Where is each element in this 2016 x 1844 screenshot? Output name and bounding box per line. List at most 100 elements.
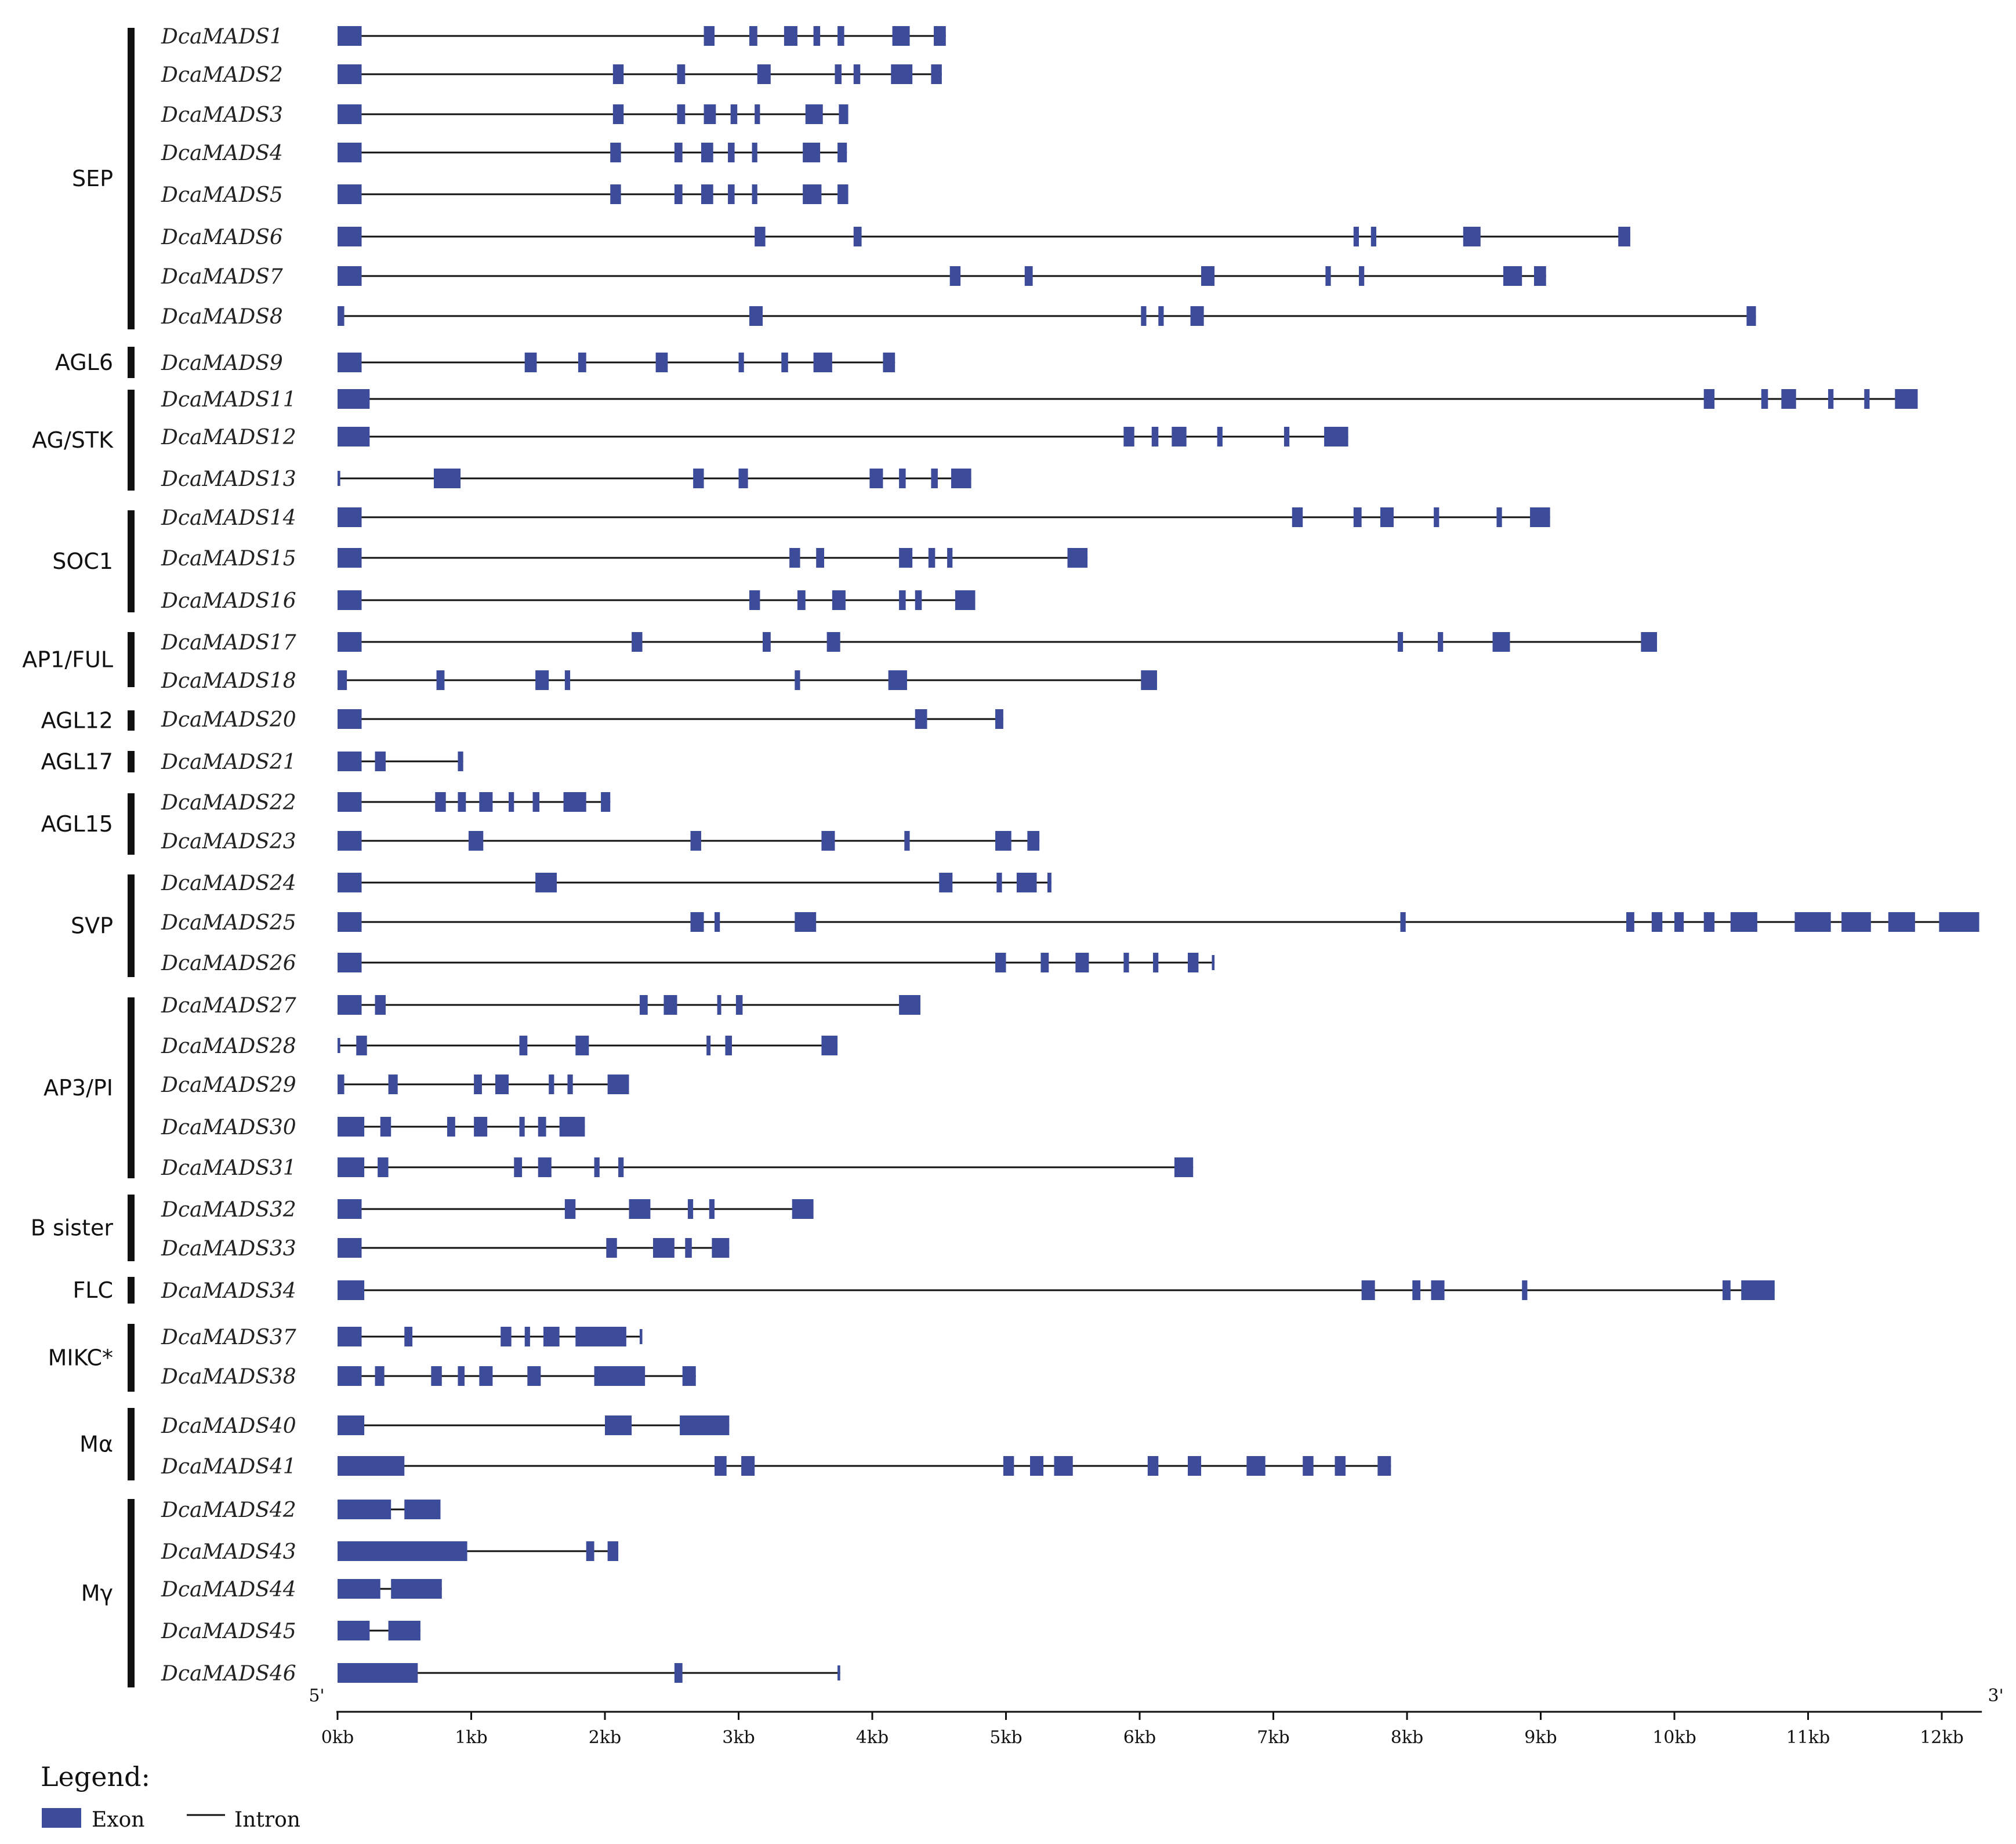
exon-block bbox=[338, 1579, 380, 1599]
exon-block bbox=[888, 670, 907, 690]
exon-block bbox=[375, 1366, 385, 1386]
exon-block bbox=[1626, 912, 1634, 932]
exon-block bbox=[607, 1075, 629, 1094]
group-label-m-: Mγ bbox=[81, 1581, 113, 1606]
exon-block bbox=[468, 831, 484, 851]
group-label-agl15: AGL15 bbox=[41, 811, 113, 837]
exon-block bbox=[677, 64, 686, 84]
exon-block bbox=[1187, 1456, 1202, 1476]
exon-block bbox=[1141, 670, 1157, 690]
exon-block bbox=[338, 427, 370, 447]
exon-block bbox=[606, 1238, 617, 1258]
exon-block bbox=[853, 227, 862, 246]
exon-block bbox=[813, 353, 832, 372]
exon-block bbox=[338, 792, 362, 812]
exon-block bbox=[338, 709, 362, 729]
gene-row-dcamads43: DcaMADS43 bbox=[161, 1540, 619, 1564]
exon-block bbox=[931, 469, 938, 488]
exon-block bbox=[701, 143, 713, 162]
exon-block bbox=[928, 548, 936, 568]
gene-label: DcaMADS34 bbox=[161, 1279, 296, 1303]
exon-block bbox=[433, 469, 461, 488]
gene-label: DcaMADS11 bbox=[161, 388, 296, 412]
exon-block bbox=[338, 1456, 405, 1476]
exon-block bbox=[899, 995, 920, 1015]
legend-exon-swatch bbox=[42, 1808, 81, 1828]
exon-block bbox=[514, 1157, 523, 1177]
exon-block bbox=[601, 792, 611, 812]
exon-block bbox=[338, 507, 362, 527]
exon-block bbox=[338, 306, 345, 326]
axis-tick-label: 5kb bbox=[989, 1727, 1022, 1748]
exon-block bbox=[738, 469, 748, 488]
exon-block bbox=[1503, 266, 1522, 286]
group-bar-mikc- bbox=[128, 1324, 135, 1392]
gene-label: DcaMADS12 bbox=[161, 426, 296, 449]
exon-block bbox=[538, 1157, 552, 1177]
gene-label: DcaMADS27 bbox=[161, 994, 296, 1018]
gene-row-dcamads45: DcaMADS45 bbox=[161, 1620, 420, 1643]
exon-block bbox=[755, 227, 766, 246]
exon-block bbox=[904, 831, 910, 851]
exon-block bbox=[1190, 306, 1204, 326]
exon-block bbox=[674, 1663, 683, 1683]
exon-block bbox=[955, 590, 976, 610]
gene-label: DcaMADS5 bbox=[161, 183, 283, 207]
exon-block bbox=[826, 632, 840, 652]
axis-tick-label: 0kb bbox=[321, 1727, 354, 1748]
exon-block bbox=[338, 389, 370, 409]
exon-block bbox=[995, 709, 1003, 729]
exon-block bbox=[338, 1541, 467, 1561]
gene-row-dcamads14: DcaMADS14 bbox=[161, 506, 1550, 530]
exon-block bbox=[338, 995, 362, 1015]
exon-block bbox=[474, 1075, 482, 1094]
axis-tick-label: 1kb bbox=[455, 1727, 487, 1748]
exon-block bbox=[1361, 1280, 1375, 1300]
exon-block bbox=[1431, 1280, 1445, 1300]
exon-block bbox=[1492, 632, 1510, 652]
exon-block bbox=[797, 590, 806, 610]
exon-block bbox=[947, 548, 953, 568]
exon-block bbox=[1353, 507, 1362, 527]
exon-block bbox=[1123, 953, 1129, 972]
exon-block bbox=[1530, 507, 1550, 527]
gene-row-dcamads25: DcaMADS25 bbox=[161, 911, 1979, 935]
gene-label: DcaMADS13 bbox=[161, 467, 296, 491]
gene-label: DcaMADS21 bbox=[161, 750, 296, 774]
exon-block bbox=[1841, 912, 1871, 932]
exon-block bbox=[338, 548, 362, 568]
exon-block bbox=[795, 912, 817, 932]
exon-block bbox=[612, 104, 624, 124]
exon-block bbox=[356, 1036, 367, 1055]
exon-block bbox=[1463, 227, 1481, 246]
gene-row-dcamads9: DcaMADS9 bbox=[161, 351, 895, 375]
exon-block bbox=[1246, 1456, 1266, 1476]
exon-block bbox=[338, 471, 340, 486]
exon-block bbox=[378, 1157, 389, 1177]
gene-row-dcamads13: DcaMADS13 bbox=[161, 467, 971, 491]
group-label-soc1: SOC1 bbox=[52, 549, 113, 574]
exon-block bbox=[575, 1327, 626, 1346]
gene-row-dcamads20: DcaMADS20 bbox=[161, 708, 1003, 732]
exon-block bbox=[1292, 507, 1303, 527]
gene-label: DcaMADS33 bbox=[161, 1237, 296, 1261]
exon-block bbox=[535, 873, 557, 892]
exon-block bbox=[1397, 632, 1404, 652]
exon-block bbox=[1024, 266, 1033, 286]
exon-block bbox=[704, 104, 716, 124]
exon-block bbox=[436, 670, 445, 690]
group-bar-svp bbox=[128, 874, 135, 977]
gene-label: DcaMADS14 bbox=[161, 506, 296, 530]
exon-block bbox=[931, 64, 942, 84]
exon-block bbox=[728, 184, 735, 204]
legend-intron-label: Intron bbox=[234, 1808, 300, 1832]
gene-label: DcaMADS25 bbox=[161, 911, 296, 935]
gene-row-dcamads34: DcaMADS34 bbox=[161, 1279, 1775, 1303]
exon-block bbox=[375, 995, 386, 1015]
axis-tick-label: 11kb bbox=[1786, 1727, 1830, 1748]
gene-row-dcamads18: DcaMADS18 bbox=[161, 669, 1157, 693]
gene-row-dcamads5: DcaMADS5 bbox=[161, 183, 849, 207]
exon-block bbox=[792, 1199, 814, 1219]
exon-block bbox=[749, 26, 757, 46]
axis-tick-label: 10kb bbox=[1652, 1727, 1696, 1748]
